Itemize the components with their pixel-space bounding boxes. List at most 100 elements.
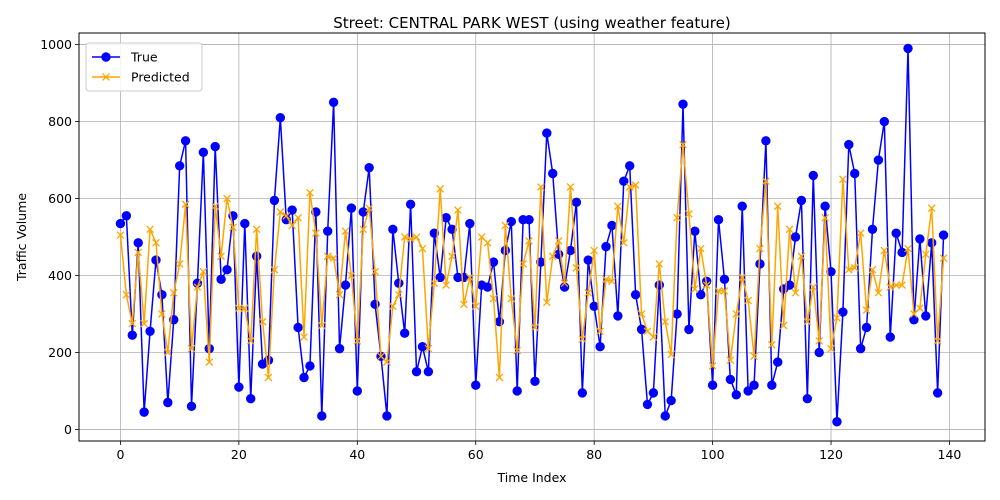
data-point-predicted [489, 294, 498, 303]
data-point-true [180, 136, 191, 146]
data-point-predicted [537, 183, 545, 191]
data-point-predicted [643, 327, 652, 336]
data-point-predicted [442, 281, 450, 289]
series-line-predicted [119, 143, 945, 379]
data-point-predicted [916, 304, 924, 313]
data-point-true [429, 228, 439, 238]
data-point-predicted [750, 352, 758, 361]
data-point-true [524, 214, 534, 225]
legend-entry-true: True [92, 50, 158, 65]
y-tick-label: 200 [48, 345, 72, 360]
data-point-predicted [726, 356, 735, 365]
data-point-predicted [199, 267, 208, 276]
data-point-predicted [377, 352, 385, 361]
data-point-predicted [791, 288, 800, 297]
data-point-predicted [323, 252, 332, 261]
data-point-predicted [223, 194, 231, 203]
data-point-true [548, 168, 558, 179]
data-point-true [163, 397, 173, 408]
data-point-predicted [531, 323, 539, 332]
data-point-true [796, 195, 807, 206]
data-point-predicted [850, 263, 859, 272]
data-point-predicted [312, 229, 320, 238]
data-point-predicted [217, 252, 225, 261]
data-point-true [660, 411, 670, 421]
data-point-predicted [158, 310, 166, 318]
data-point-true [317, 411, 327, 421]
data-point-predicted [264, 373, 273, 382]
data-point-true [696, 290, 706, 300]
x-tick-label: 100 [701, 447, 725, 462]
data-point-predicted [335, 290, 344, 299]
data-point-predicted [566, 183, 575, 191]
plot-frame [78, 32, 986, 442]
data-point-true [737, 201, 747, 211]
data-point-true [921, 311, 931, 321]
data-point-true [719, 274, 730, 285]
data-point-true [767, 380, 777, 390]
data-point-predicted [548, 252, 557, 261]
data-point-predicted [584, 288, 593, 297]
data-point-predicted [833, 313, 841, 322]
data-point-true [198, 147, 209, 158]
y-axis-label: Traffic Volume [14, 193, 29, 282]
data-point-predicted [856, 229, 865, 238]
y-tick-label: 400 [48, 268, 72, 283]
data-point-true [115, 218, 126, 229]
data-point-true [873, 155, 884, 165]
x-tick-label: 0 [116, 447, 124, 462]
data-point-true [589, 301, 599, 311]
data-point-true [127, 330, 137, 340]
data-point-true [571, 197, 582, 208]
data-point-predicted [448, 252, 456, 261]
data-point-true [240, 218, 250, 229]
data-point-predicted [886, 283, 895, 291]
data-point-true [678, 99, 688, 109]
data-point-predicted [785, 225, 794, 234]
data-point-true [174, 161, 185, 171]
data-point-true [263, 355, 274, 365]
data-point-predicted [614, 202, 622, 211]
data-point-predicted [667, 350, 676, 359]
data-point-predicted [708, 362, 717, 370]
data-point-true [844, 139, 854, 150]
x-tick-label: 20 [231, 447, 247, 462]
data-point-predicted [625, 183, 634, 191]
data-point-predicted [880, 246, 889, 255]
data-point-predicted [773, 202, 782, 211]
data-point-predicted [661, 317, 670, 326]
data-point-true [601, 241, 611, 252]
ticks: 0 20 40 60 80 100 120 140 0 200 400 600 800 1000 [40, 37, 961, 462]
data-point-true [820, 201, 830, 211]
data-point-predicted [690, 285, 699, 293]
data-point-predicted [400, 233, 409, 241]
data-point-predicted [637, 310, 646, 318]
series-line-true [119, 47, 945, 423]
x-tick-label: 40 [349, 447, 365, 462]
y-tick-label: 800 [48, 114, 72, 129]
data-point-true [382, 411, 392, 421]
data-point-predicted [619, 238, 628, 247]
chart-title: Street: CENTRAL PARK WEST (using weather… [333, 14, 730, 32]
data-point-true [269, 195, 280, 206]
data-point-true [512, 386, 522, 396]
data-point-predicted [460, 300, 468, 309]
x-axis-label: Time Index [497, 470, 567, 485]
data-point-predicted [762, 177, 770, 186]
data-point-predicted [163, 348, 172, 357]
data-point-true [784, 280, 795, 290]
data-point-predicted [146, 225, 154, 234]
data-point-true [145, 326, 155, 337]
data-point-predicted [424, 344, 433, 353]
data-point-predicted [436, 185, 445, 193]
data-point-true [743, 386, 753, 396]
data-point-true [838, 307, 848, 317]
data-point-true [388, 224, 398, 235]
y-tick-label: 1000 [40, 37, 72, 52]
data-point-predicted [122, 290, 131, 299]
data-point-true [210, 141, 220, 152]
data-point-predicted [779, 321, 788, 330]
data-point-predicted [904, 244, 912, 253]
data-point-predicted [513, 346, 522, 355]
data-point-predicted [608, 277, 616, 286]
